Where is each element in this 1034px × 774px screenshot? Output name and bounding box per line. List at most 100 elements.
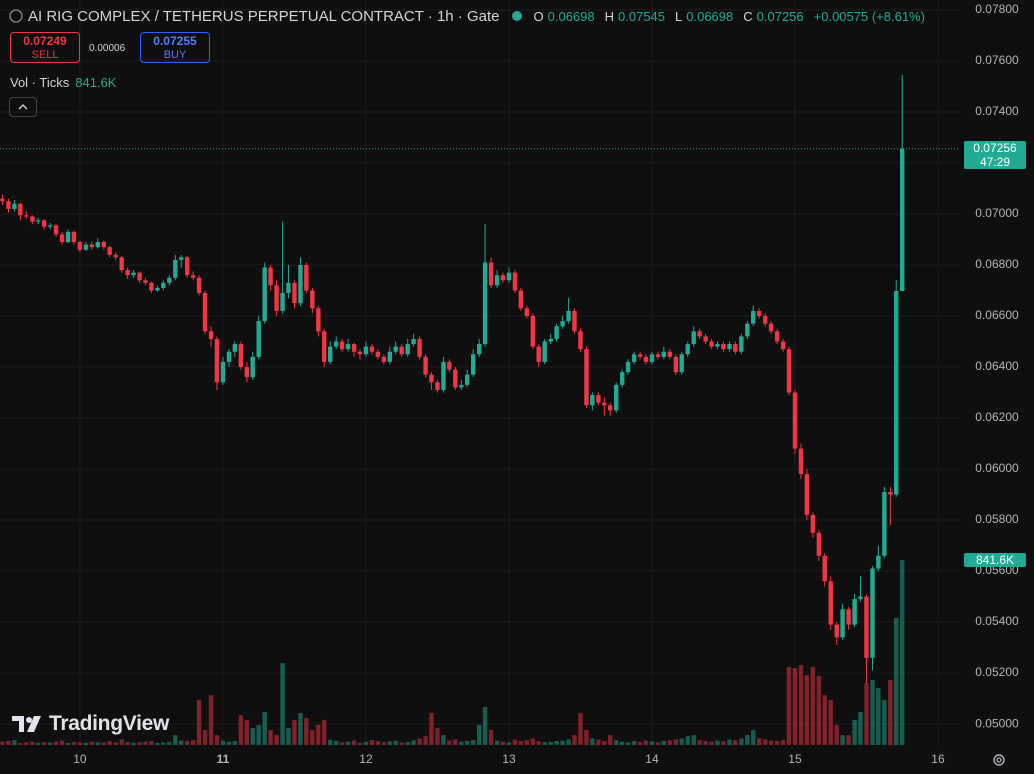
volume-bar bbox=[41, 742, 47, 745]
volume-bar bbox=[101, 742, 107, 745]
volume-bar bbox=[83, 742, 89, 745]
logo-icon bbox=[12, 716, 41, 732]
volume-bar bbox=[363, 741, 369, 745]
candle-body bbox=[41, 220, 47, 227]
candle-body bbox=[12, 203, 17, 209]
sell-button[interactable]: 0.07249 SELL bbox=[10, 32, 80, 63]
candle-body bbox=[334, 341, 339, 347]
volume-bar bbox=[620, 741, 625, 745]
volume-legend-value: 841.6K bbox=[75, 75, 117, 90]
volume-bar bbox=[357, 742, 363, 745]
volume-bar bbox=[399, 742, 404, 745]
y-tick-label: 0.06200 bbox=[975, 410, 1019, 424]
volume-bar bbox=[500, 741, 506, 745]
candle-body bbox=[143, 280, 148, 283]
volume-bar bbox=[524, 740, 530, 745]
candle-body bbox=[24, 215, 29, 217]
candle-body bbox=[542, 341, 547, 362]
volume-bar bbox=[637, 741, 643, 745]
volume-bar bbox=[643, 740, 649, 745]
volume-bar bbox=[876, 688, 881, 745]
volume-bar bbox=[417, 738, 422, 745]
volume-bar bbox=[310, 730, 315, 745]
sell-price: 0.07249 bbox=[23, 34, 67, 48]
candle-body bbox=[643, 356, 649, 362]
volume-bar bbox=[0, 741, 5, 745]
candle-body bbox=[226, 351, 232, 362]
candle-body bbox=[0, 198, 5, 202]
candle-body bbox=[155, 287, 160, 291]
volume-bar bbox=[405, 741, 410, 745]
volume-bar bbox=[685, 736, 690, 745]
sell-label: SELL bbox=[31, 49, 59, 61]
candle-body bbox=[214, 338, 220, 383]
candle-body bbox=[328, 346, 333, 362]
volume-bar bbox=[167, 741, 172, 745]
volume-bar bbox=[196, 699, 202, 745]
x-tick-label: 13 bbox=[502, 752, 516, 766]
candle-body bbox=[739, 336, 744, 352]
settings-button[interactable] bbox=[989, 750, 1009, 770]
volume-bar bbox=[232, 741, 238, 745]
candle-body bbox=[274, 285, 279, 311]
volume-bar bbox=[173, 735, 178, 745]
collapse-button[interactable] bbox=[9, 97, 37, 117]
volume-bar bbox=[655, 742, 661, 745]
candle-body bbox=[822, 555, 827, 582]
candle-body bbox=[673, 356, 679, 373]
candle-body bbox=[375, 351, 381, 357]
y-tick-label: 0.06600 bbox=[975, 308, 1019, 322]
x-tick-label: 16 bbox=[931, 752, 945, 766]
candle-body bbox=[232, 344, 238, 352]
volume-bar bbox=[608, 735, 613, 745]
volume-bar bbox=[423, 736, 428, 745]
volume-bar bbox=[250, 728, 255, 745]
volume-bar bbox=[280, 663, 285, 745]
volume-bar bbox=[286, 728, 291, 745]
candle-body bbox=[447, 361, 452, 370]
candle-body bbox=[244, 367, 250, 378]
candle-body bbox=[882, 491, 887, 556]
volume-bar bbox=[256, 724, 261, 745]
volume-bar bbox=[298, 712, 303, 745]
candle-body bbox=[858, 596, 863, 600]
close-value: 0.07256 bbox=[756, 8, 804, 24]
volume-bar bbox=[506, 742, 512, 745]
candle-body bbox=[637, 354, 643, 357]
candle-body bbox=[590, 395, 595, 406]
candle-body bbox=[298, 264, 303, 304]
buy-button[interactable]: 0.07255 BUY bbox=[140, 32, 210, 63]
candle-body bbox=[804, 474, 810, 515]
volume-bar bbox=[882, 699, 887, 745]
y-tick-label: 0.05200 bbox=[975, 665, 1019, 679]
candle-body bbox=[286, 282, 291, 294]
volume-bar bbox=[6, 741, 11, 745]
candle-body bbox=[518, 290, 524, 309]
candle-body bbox=[757, 310, 762, 317]
candle-body bbox=[6, 201, 11, 209]
y-tick-label: 0.06000 bbox=[975, 461, 1019, 475]
volume-tag: 841.6K bbox=[964, 552, 1026, 567]
volume-bar bbox=[661, 741, 667, 745]
volume-bar bbox=[739, 738, 744, 745]
volume-bar bbox=[816, 675, 822, 745]
candle-body bbox=[685, 344, 690, 355]
candle-body bbox=[512, 272, 518, 291]
candle-body bbox=[810, 514, 816, 533]
candle-body bbox=[381, 356, 387, 362]
candle-body bbox=[572, 310, 577, 332]
volume-bar bbox=[482, 706, 488, 745]
candle-body bbox=[691, 331, 696, 345]
candle-body bbox=[387, 351, 393, 362]
volume-bar bbox=[798, 664, 804, 745]
volume-bar bbox=[244, 719, 250, 745]
candle-body bbox=[721, 344, 726, 350]
candle-body bbox=[393, 346, 398, 352]
volume-bar bbox=[536, 741, 541, 745]
volume-bar bbox=[596, 739, 601, 745]
candle-body bbox=[167, 277, 172, 283]
candle-body bbox=[733, 344, 738, 352]
candle-body bbox=[417, 338, 422, 357]
volume-bar bbox=[471, 740, 476, 745]
